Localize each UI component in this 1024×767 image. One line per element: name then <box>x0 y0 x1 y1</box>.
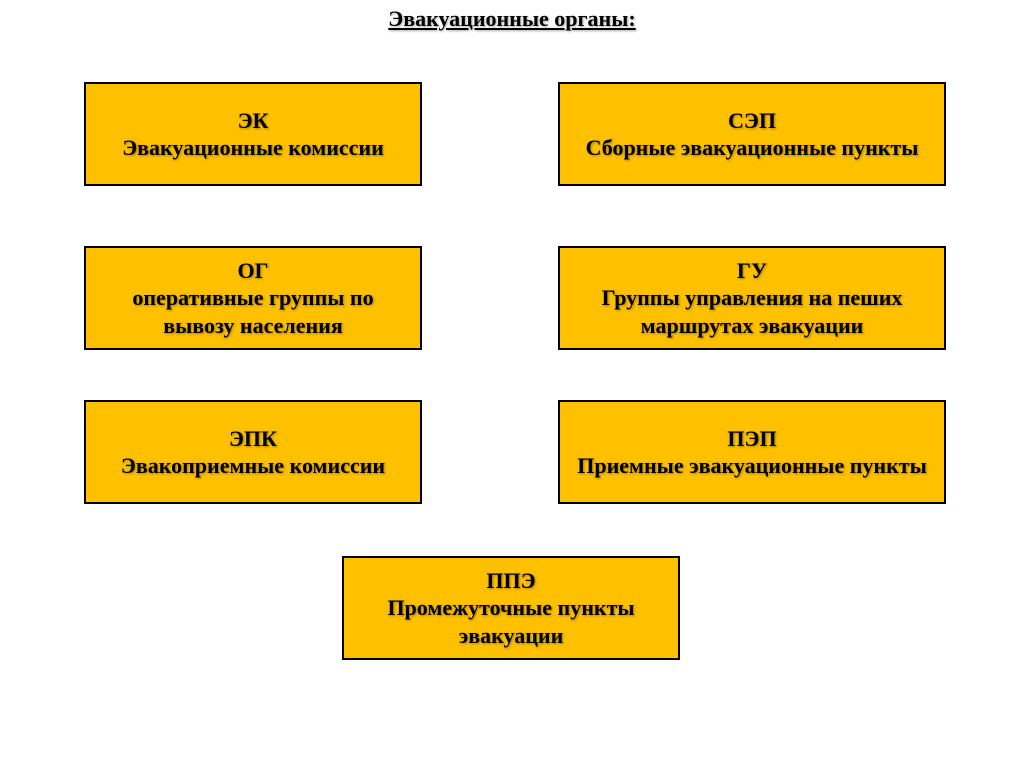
box-pep: ПЭП Приемные эвакуационные пункты <box>558 400 946 504</box>
box-ek-desc: Эвакуационные комиссии <box>122 134 384 162</box>
box-epk-desc: Эвакоприемные комиссии <box>121 452 385 480</box>
box-og-abbr: ОГ <box>237 257 268 285</box>
box-ek-abbr: ЭК <box>238 107 269 135</box>
box-gu: ГУ Группы управления на пеших маршрутах … <box>558 246 946 350</box>
box-gu-desc: Группы управления на пеших маршрутах эва… <box>570 284 934 339</box>
box-epk: ЭПК Эвакоприемные комиссии <box>84 400 422 504</box>
box-epk-abbr: ЭПК <box>229 425 277 453</box>
diagram-title: Эвакуационные органы: <box>0 6 1024 32</box>
box-og: ОГ оперативные группы по вывозу населени… <box>84 246 422 350</box>
box-ppe-desc: Промежуточные пункты эвакуации <box>354 594 668 649</box>
box-ppe-abbr: ППЭ <box>486 567 535 595</box>
box-gu-abbr: ГУ <box>737 257 767 285</box>
box-ppe: ППЭ Промежуточные пункты эвакуации <box>342 556 680 660</box>
box-pep-desc: Приемные эвакуационные пункты <box>577 452 927 480</box>
box-pep-abbr: ПЭП <box>727 425 776 453</box>
box-sep-desc: Сборные эвакуационные пункты <box>586 134 919 162</box>
box-sep-abbr: СЭП <box>728 107 776 135</box>
diagram-canvas: Эвакуационные органы: ЭК Эвакуационные к… <box>0 0 1024 767</box>
box-og-desc: оперативные группы по вывозу населения <box>96 284 410 339</box>
box-sep: СЭП Сборные эвакуационные пункты <box>558 82 946 186</box>
box-ek: ЭК Эвакуационные комиссии <box>84 82 422 186</box>
